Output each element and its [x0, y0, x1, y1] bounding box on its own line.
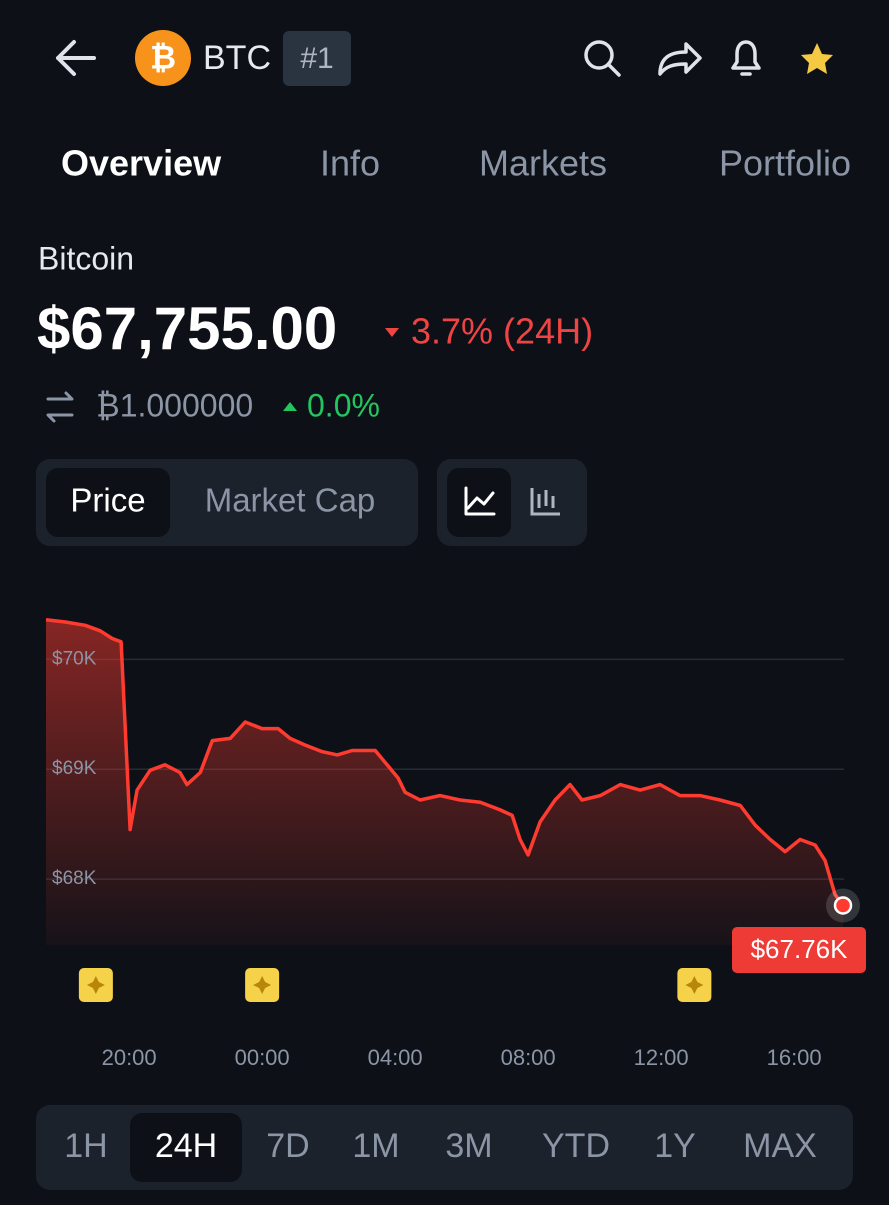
range-option[interactable]: 1Y [654, 1127, 696, 1165]
line-chart-button[interactable] [464, 486, 496, 516]
y-tick-label: $70K [52, 648, 97, 669]
candle-chart-button[interactable] [530, 488, 560, 516]
toggle-active [46, 468, 170, 537]
x-tick-label: 00:00 [235, 1045, 290, 1070]
tab[interactable]: Markets [479, 143, 607, 184]
y-tick-label: $68K [52, 868, 97, 889]
price-line [45, 618, 845, 907]
btc-change: 0.0% [307, 387, 380, 423]
toggle-option[interactable]: Price [70, 482, 145, 519]
event-marker[interactable] [78, 968, 113, 1002]
coin-name: Bitcoin [38, 240, 134, 276]
tab[interactable]: Overview [61, 143, 222, 184]
range-option[interactable]: MAX [743, 1127, 817, 1165]
coin-icon-glyph: ₿ [150, 39, 176, 75]
x-tick-label: 16:00 [767, 1045, 822, 1070]
rank: #1 [300, 42, 333, 75]
tab[interactable]: Info [320, 143, 380, 184]
range-option[interactable]: YTD [542, 1127, 610, 1165]
price-area [46, 619, 844, 945]
favorite-button[interactable] [801, 43, 833, 74]
tab[interactable]: Portfolio [719, 143, 851, 184]
last-price-dot [833, 896, 853, 915]
toggle-active [447, 468, 511, 537]
chart: $67.76K $68K $69K $70K 20:00 00:00 04:00 08:00 1… [45, 618, 866, 1070]
coin-icon [135, 30, 191, 86]
range-options: 1H 24H 7D 1M 3M YTD 1Y MAX [64, 1113, 817, 1182]
search-button[interactable] [584, 40, 621, 77]
range-option[interactable]: 1M [352, 1127, 399, 1165]
last-price-label: $67.76K [751, 934, 849, 964]
x-tick-label: 12:00 [634, 1045, 689, 1070]
event-marker[interactable] [677, 968, 712, 1002]
down-arrow [385, 328, 399, 337]
event-marker-star [253, 976, 272, 994]
toggle-option[interactable]: Market Cap [205, 482, 376, 519]
coin-symbol: BTC [203, 39, 271, 77]
alert-button[interactable] [731, 40, 761, 76]
x-tick-label: 20:00 [102, 1045, 157, 1070]
event-marker[interactable] [245, 968, 280, 1002]
y-tick-label: $69K [52, 758, 97, 779]
back-button[interactable] [56, 40, 96, 76]
convert-icon [46, 391, 74, 423]
range-option[interactable]: 24H [155, 1127, 217, 1165]
range-option[interactable]: 7D [266, 1127, 309, 1165]
range-option[interactable]: 1H [64, 1127, 107, 1165]
event-marker-star [86, 976, 105, 994]
btc-price: ₿1.000000 [96, 387, 253, 423]
price: $67,755.00 [37, 295, 337, 362]
x-tick-label: 08:00 [501, 1045, 556, 1070]
rank-badge [283, 31, 351, 86]
range-option[interactable]: 3M [445, 1127, 492, 1165]
price-change: 3.7% (24H) [411, 311, 593, 352]
last-price-badge [732, 927, 866, 973]
share-button[interactable] [658, 42, 702, 76]
range-active [130, 1113, 242, 1182]
x-tick-label: 04:00 [368, 1045, 423, 1070]
event-marker-star [685, 976, 704, 994]
up-arrow [283, 402, 297, 411]
